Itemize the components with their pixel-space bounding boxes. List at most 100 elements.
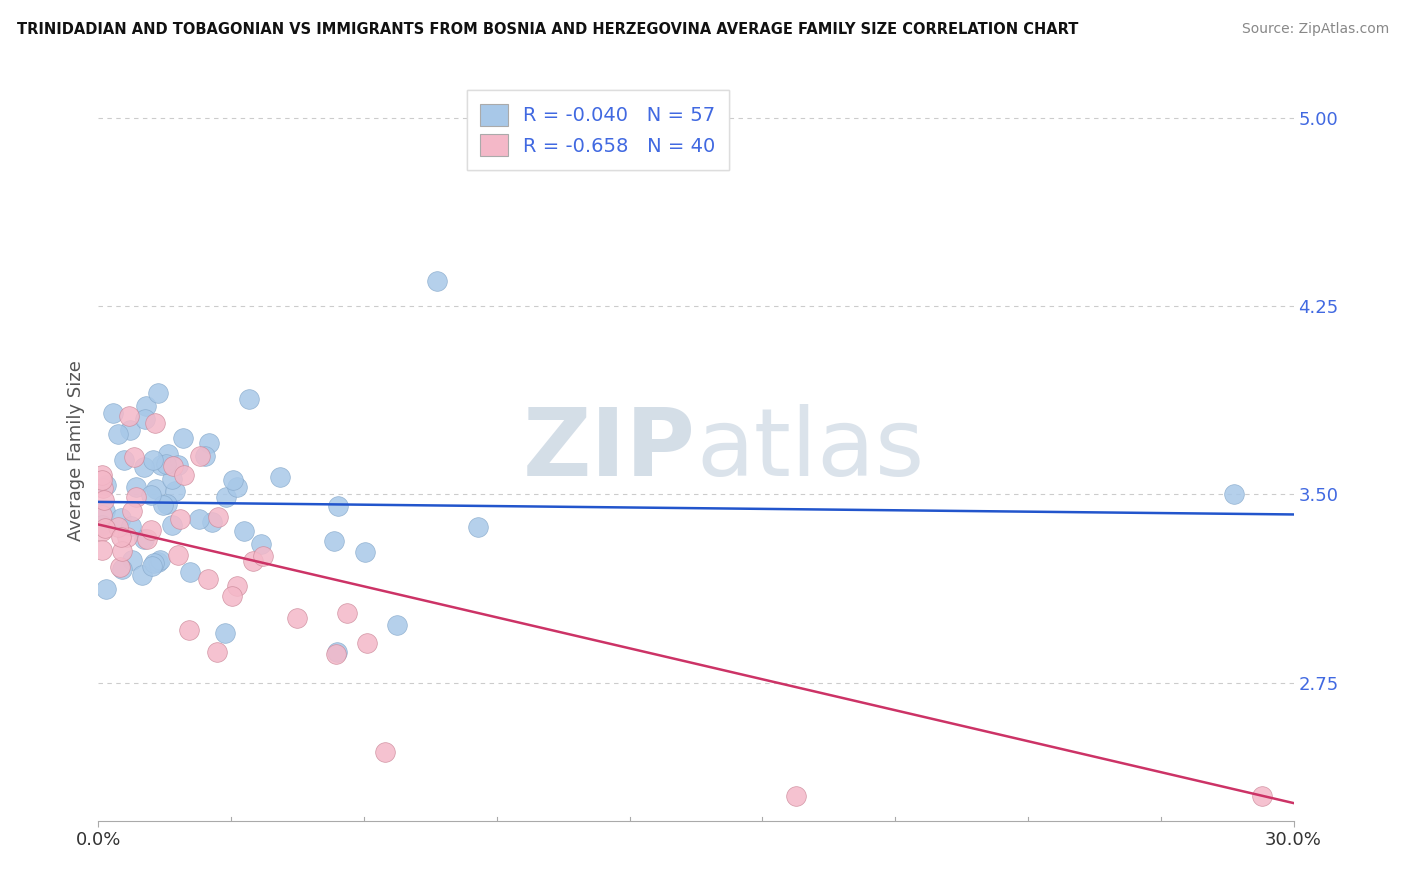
Point — [107, 426, 129, 441]
Point — [225, 480, 247, 494]
Point — [269, 470, 291, 484]
Point — [122, 450, 145, 464]
Point — [187, 512, 209, 526]
Point — [207, 509, 229, 524]
Point — [201, 515, 224, 529]
Point — [467, 519, 489, 533]
Point — [1250, 789, 1272, 803]
Point — [335, 606, 357, 620]
Y-axis label: Average Family Size: Average Family Size — [66, 360, 84, 541]
Point — [155, 457, 177, 471]
Point — [94, 504, 117, 518]
Text: TRINIDADIAN AND TOBAGONIAN VS IMMIGRANTS FROM BOSNIA AND HERZEGOVINA AVERAGE FAM: TRINIDADIAN AND TOBAGONIAN VS IMMIGRANTS… — [17, 22, 1078, 37]
Point — [110, 511, 132, 525]
Point — [135, 399, 157, 413]
Point — [149, 552, 172, 566]
Point — [111, 562, 134, 576]
Point — [111, 543, 134, 558]
Point — [426, 274, 449, 288]
Point — [148, 385, 170, 400]
Point — [142, 557, 165, 571]
Point — [354, 545, 377, 559]
Point — [169, 511, 191, 525]
Point — [326, 499, 349, 513]
Point — [1223, 487, 1246, 501]
Point — [91, 518, 114, 533]
Point — [325, 647, 347, 661]
Point — [197, 435, 219, 450]
Point — [179, 566, 201, 580]
Point — [124, 490, 146, 504]
Text: ZIP: ZIP — [523, 404, 696, 497]
Point — [118, 423, 141, 437]
Point — [118, 409, 141, 424]
Point — [238, 392, 260, 407]
Point — [91, 543, 114, 558]
Point — [91, 508, 114, 523]
Point — [91, 524, 114, 539]
Point — [385, 618, 408, 632]
Point — [120, 519, 142, 533]
Point — [166, 458, 188, 472]
Point — [226, 579, 249, 593]
Point — [121, 553, 143, 567]
Point — [165, 484, 187, 499]
Point — [132, 532, 155, 546]
Point — [190, 450, 212, 464]
Point — [252, 549, 274, 563]
Point — [134, 412, 156, 426]
Point — [233, 524, 256, 539]
Point — [152, 498, 174, 512]
Point — [160, 517, 183, 532]
Point — [141, 488, 163, 502]
Legend: R = -0.040   N = 57, R = -0.658   N = 40: R = -0.040 N = 57, R = -0.658 N = 40 — [467, 90, 728, 169]
Point — [326, 645, 349, 659]
Point — [143, 416, 166, 430]
Point — [222, 473, 245, 487]
Point — [134, 460, 156, 475]
Point — [115, 530, 138, 544]
Point — [93, 492, 115, 507]
Point — [197, 572, 219, 586]
Point — [91, 467, 114, 482]
Point — [162, 459, 184, 474]
Point — [166, 549, 188, 563]
Point — [91, 481, 114, 495]
Point — [221, 589, 243, 603]
Point — [139, 523, 162, 537]
Point — [156, 497, 179, 511]
Point — [173, 468, 195, 483]
Point — [207, 645, 229, 659]
Point — [121, 504, 143, 518]
Text: atlas: atlas — [696, 404, 924, 497]
Point — [125, 480, 148, 494]
Point — [194, 449, 217, 463]
Point — [179, 623, 201, 637]
Point — [214, 625, 236, 640]
Point — [287, 611, 309, 625]
Point — [93, 521, 115, 535]
Point — [249, 536, 271, 550]
Point — [374, 746, 396, 760]
Point — [356, 635, 378, 649]
Point — [785, 789, 807, 803]
Point — [142, 453, 165, 467]
Point — [215, 490, 238, 504]
Point — [94, 582, 117, 596]
Point — [156, 447, 179, 461]
Point — [172, 431, 194, 445]
Point — [145, 483, 167, 497]
Point — [91, 473, 114, 487]
Point — [108, 559, 131, 574]
Point — [141, 558, 163, 573]
Point — [323, 533, 346, 548]
Point — [135, 533, 157, 547]
Point — [242, 554, 264, 568]
Point — [148, 555, 170, 569]
Point — [114, 453, 136, 467]
Point — [131, 567, 153, 582]
Point — [96, 478, 118, 492]
Point — [107, 520, 129, 534]
Text: Source: ZipAtlas.com: Source: ZipAtlas.com — [1241, 22, 1389, 37]
Point — [150, 458, 173, 473]
